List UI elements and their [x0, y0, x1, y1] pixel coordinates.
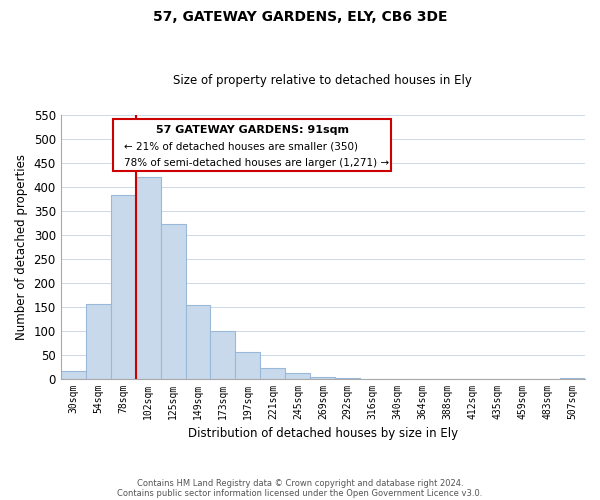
Title: Size of property relative to detached houses in Ely: Size of property relative to detached ho… — [173, 74, 472, 87]
Bar — [161, 224, 185, 378]
Y-axis label: Number of detached properties: Number of detached properties — [15, 154, 28, 340]
Bar — [260, 368, 286, 378]
Bar — [185, 305, 211, 378]
Text: 57 GATEWAY GARDENS: 91sqm: 57 GATEWAY GARDENS: 91sqm — [155, 125, 349, 135]
Bar — [286, 373, 310, 378]
Bar — [310, 376, 335, 378]
Text: ← 21% of detached houses are smaller (350): ← 21% of detached houses are smaller (35… — [124, 142, 358, 152]
Bar — [86, 304, 110, 378]
Bar — [211, 330, 235, 378]
Text: 57, GATEWAY GARDENS, ELY, CB6 3DE: 57, GATEWAY GARDENS, ELY, CB6 3DE — [153, 10, 447, 24]
Bar — [61, 372, 86, 378]
X-axis label: Distribution of detached houses by size in Ely: Distribution of detached houses by size … — [188, 427, 458, 440]
Bar — [235, 352, 260, 378]
FancyBboxPatch shape — [113, 118, 391, 172]
Text: 78% of semi-detached houses are larger (1,271) →: 78% of semi-detached houses are larger (… — [124, 158, 389, 168]
Bar — [110, 194, 136, 378]
Text: Contains public sector information licensed under the Open Government Licence v3: Contains public sector information licen… — [118, 488, 482, 498]
Bar — [136, 177, 161, 378]
Text: Contains HM Land Registry data © Crown copyright and database right 2024.: Contains HM Land Registry data © Crown c… — [137, 478, 463, 488]
